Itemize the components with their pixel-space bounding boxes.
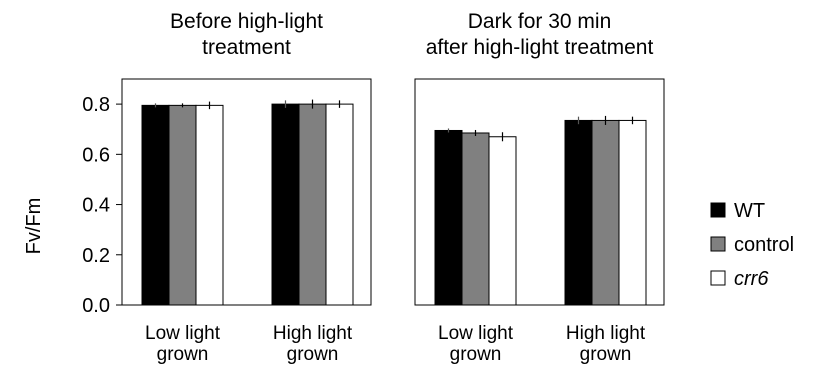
legend-label: control <box>734 234 794 256</box>
bar-crr6-1 <box>488 136 517 306</box>
y-tick-label: 0.2 <box>82 245 110 267</box>
legend-item: control <box>710 234 794 256</box>
x-category-label: grown <box>287 344 339 365</box>
panel-title-line: treatment <box>202 36 291 59</box>
x-category-label: grown <box>157 344 209 365</box>
panel-2: Dark for 30 min after high-light treatmen… <box>414 10 665 365</box>
chart-panels: Before high-light treatment 0.0 0.2 0.4 0.6 0.… <box>82 10 665 365</box>
plot-frame <box>121 78 372 306</box>
bar-crr6-1 <box>195 104 224 306</box>
legend-label: crr6 <box>734 268 769 290</box>
bar-wt-2 <box>271 103 300 306</box>
legend: WT control crr6 <box>710 200 794 290</box>
bar-control-1 <box>461 132 490 306</box>
legend-swatch <box>710 202 726 218</box>
y-tick-label: 0.6 <box>82 144 110 166</box>
y-tick-label: 0.4 <box>82 195 110 217</box>
y-tick-label: 0.0 <box>82 295 110 317</box>
panel-1: Before high-light treatment 0.0 0.2 0.4 0.6 0.… <box>82 10 372 365</box>
legend-item: crr6 <box>710 268 769 290</box>
x-category-label: grown <box>580 344 632 365</box>
panel-title-line: Before high-light <box>170 10 323 33</box>
legend-label: WT <box>734 200 765 222</box>
y-tick-label: 0.8 <box>82 94 110 116</box>
plot-frame <box>414 78 665 306</box>
legend-swatch <box>710 236 726 252</box>
x-category-label: High light <box>273 323 353 344</box>
bar-control-2 <box>591 119 620 306</box>
bar-control-2 <box>298 103 327 306</box>
bar-crr6-2 <box>618 119 647 306</box>
bar-wt-1 <box>434 129 463 306</box>
x-category-label: Low light <box>145 323 221 344</box>
panel-title-line: after high-light treatment <box>426 36 654 59</box>
bar-wt-1 <box>141 104 170 306</box>
bar-crr6-2 <box>325 103 354 306</box>
bar-control-1 <box>168 104 197 306</box>
x-category-label: grown <box>450 344 502 365</box>
panel-title-line: Dark for 30 min <box>468 10 612 33</box>
bar-wt-2 <box>564 119 593 306</box>
x-category-label: Low light <box>438 323 514 344</box>
y-axis-label: Fv/Fm <box>23 198 45 255</box>
x-category-label: High light <box>566 323 646 344</box>
legend-item: WT <box>710 200 765 222</box>
legend-swatch <box>710 270 726 286</box>
